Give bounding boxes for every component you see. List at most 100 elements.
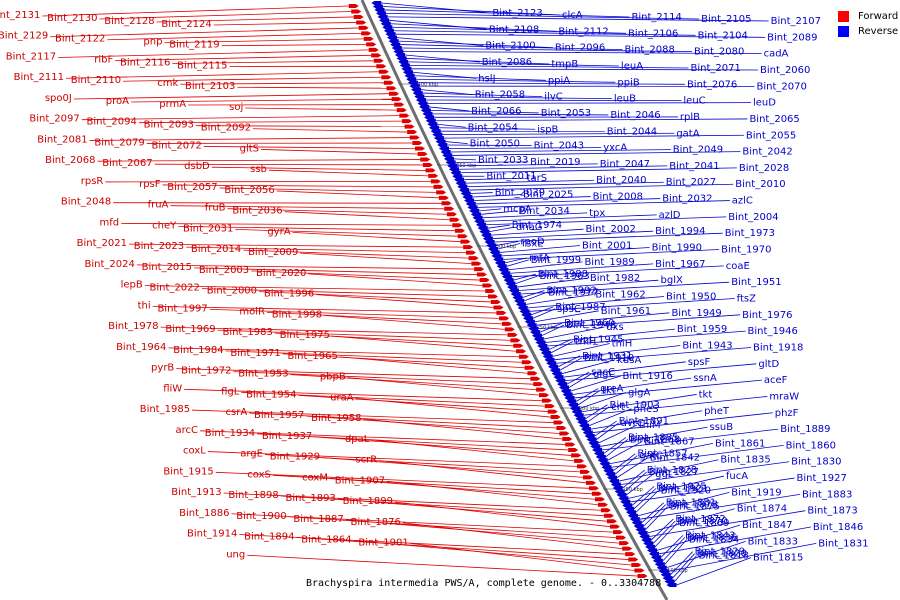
reverse-gene-label: Bint_1889: [780, 424, 830, 435]
reverse-gene-label: Bint_1992: [546, 286, 596, 297]
reverse-gene-label: yxcA: [603, 143, 627, 154]
reverse-gene-label: Bint_1874: [737, 504, 787, 515]
forward-gene: [582, 475, 593, 480]
reverse-leader: [501, 247, 650, 257]
reverse-gene-label: Bint_2065: [749, 114, 799, 125]
reverse-gene-label: Bint_1916: [623, 371, 673, 382]
reverse-gene: [438, 146, 449, 151]
reverse-gene: [457, 184, 468, 189]
reverse-gene-label: Bint_1867: [644, 436, 694, 447]
forward-gene: [625, 552, 636, 557]
reverse-leader: [520, 281, 730, 295]
forward-gene: [541, 398, 552, 403]
reverse-leader: [656, 524, 741, 551]
reverse-gene: [455, 181, 466, 186]
forward-leader: [329, 477, 595, 500]
reverse-gene-label: ppiA: [548, 75, 570, 86]
reverse-leader: [447, 144, 532, 146]
forward-gene-label: Bint_1984: [173, 345, 223, 356]
forward-gene: [404, 124, 415, 129]
reverse-gene: [515, 302, 526, 307]
reverse-gene-label: Bint_2043: [534, 141, 584, 152]
reverse-gene-label: Bint_1834: [689, 534, 739, 545]
reverse-gene: [560, 389, 571, 393]
forward-leader: [259, 291, 491, 303]
reverse-gene: [539, 347, 550, 352]
forward-gene-label: Bint_1964: [116, 342, 166, 353]
forward-gene-label: pbpB: [320, 372, 346, 383]
forward-leader: [203, 146, 415, 149]
reverse-gene: [422, 111, 433, 116]
reverse-gene-label: Bint_2039: [495, 188, 545, 199]
reverse-gene: [517, 305, 528, 310]
reverse-leader: [574, 379, 762, 399]
forward-gene-label: Bint_1937: [262, 431, 312, 442]
reverse-gene: [555, 378, 566, 383]
reverse-gene: [588, 440, 599, 445]
forward-gene: [444, 206, 455, 211]
forward-gene: [622, 546, 633, 551]
reverse-gene: [548, 364, 559, 369]
forward-gene-label: Bint_2072: [152, 140, 202, 151]
forward-gene-label: ung: [226, 549, 245, 560]
reverse-leader: [554, 345, 681, 361]
reverse-gene: [557, 382, 568, 387]
reverse-leader: [482, 212, 588, 219]
forward-leader: [136, 264, 475, 270]
reverse-gene: [577, 420, 588, 425]
reverse-leader: [414, 75, 546, 81]
forward-gene-label: cheY: [152, 220, 177, 231]
reverse-gene-label: Bint_2088: [624, 45, 674, 56]
reverse-gene: [481, 233, 492, 238]
forward-gene: [619, 541, 630, 546]
forward-gene-label: Bint_1934: [205, 428, 255, 439]
reverse-leader: [666, 540, 746, 569]
forward-gene-label: Bint_1954: [246, 389, 296, 400]
forward-gene: [363, 36, 374, 41]
reverse-leader: [508, 261, 583, 271]
forward-gene: [482, 283, 493, 288]
reverse-gene: [435, 139, 446, 144]
reverse-leader: [387, 16, 769, 22]
reverse-leader: [583, 396, 768, 416]
reverse-leader: [587, 406, 610, 423]
reverse-gene: [464, 198, 475, 203]
reverse-leader: [467, 181, 664, 188]
forward-gene: [577, 464, 588, 469]
forward-gene-label: ribF: [94, 54, 113, 65]
forward-gene-label: Bint_2110: [71, 75, 121, 86]
reverse-gene: [396, 56, 407, 61]
reverse-gene: [530, 330, 541, 335]
reverse-gene: [595, 454, 606, 459]
reverse-leader: [652, 520, 676, 544]
reverse-leader: [437, 123, 466, 128]
forward-gene: [414, 146, 425, 151]
reverse-gene: [666, 583, 677, 587]
reverse-gene: [419, 104, 430, 109]
reverse-leader: [479, 208, 502, 212]
forward-gene-label: Bint_2103: [185, 81, 235, 92]
reverse-gene-label: rplB: [680, 112, 700, 123]
reverse-gene: [372, 4, 383, 9]
forward-gene: [490, 299, 501, 304]
forward-gene: [454, 228, 465, 233]
reverse-leader: [435, 118, 748, 122]
reverse-leader: [556, 347, 752, 364]
forward-leader: [296, 537, 629, 560]
reverse-gene: [597, 458, 608, 463]
forward-leader: [290, 374, 537, 391]
reverse-gene: [635, 527, 646, 532]
reverse-gene-label: Bint_1860: [786, 440, 836, 451]
reverse-gene-label: fucA: [726, 471, 748, 482]
forward-gene-label: Bint_1907: [335, 475, 385, 486]
forward-gene: [493, 305, 504, 310]
reverse-leader: [389, 19, 487, 30]
reverse-gene-label: Bint_1987: [555, 302, 605, 313]
reverse-gene: [412, 91, 423, 96]
reverse-gene-label: ppiB: [617, 77, 639, 88]
legend-forward: Forward: [838, 9, 898, 24]
reverse-gene-label: azlD: [659, 210, 681, 221]
reverse-gene-label: Bint_2019: [530, 157, 580, 168]
forward-gene: [533, 382, 544, 387]
reverse-gene-label: Bint_1857: [637, 449, 687, 460]
